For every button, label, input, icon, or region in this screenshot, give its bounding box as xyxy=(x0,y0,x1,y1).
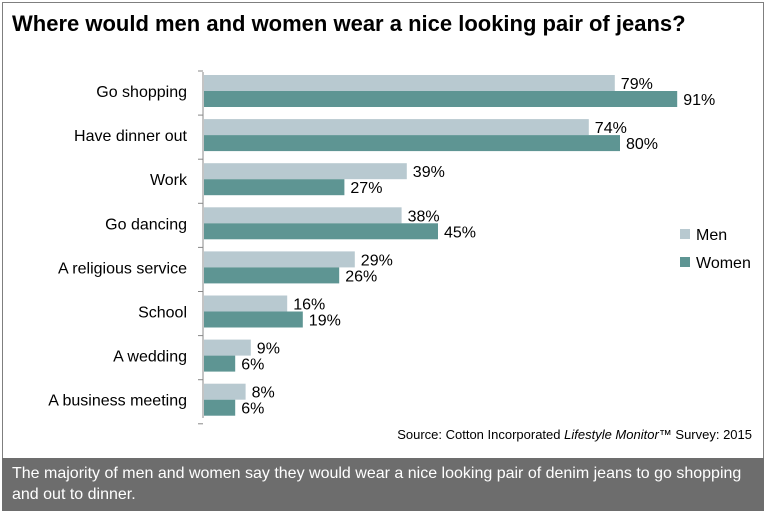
category-label: A wedding xyxy=(113,349,187,366)
bar-men xyxy=(204,119,589,136)
bar-women xyxy=(204,91,678,107)
data-label: 29% xyxy=(361,252,393,269)
bar-chart: Go shopping Have dinner out Work Go dancing… xyxy=(48,70,751,425)
chart-title: Where would men and women wear a nice lo… xyxy=(12,11,686,36)
source-note: Source: Cotton Incorporated Lifestyle Mo… xyxy=(397,427,752,442)
category-label: A business meeting xyxy=(48,393,187,410)
data-label: 8% xyxy=(252,385,275,402)
data-label: 27% xyxy=(350,180,382,197)
bar-women xyxy=(204,223,438,240)
data-label: 74% xyxy=(595,120,627,137)
bar-men xyxy=(204,295,288,312)
bar-men xyxy=(204,251,355,268)
bar-men xyxy=(204,383,246,400)
legend-swatch-men xyxy=(680,229,690,239)
category-label: A religious service xyxy=(58,260,187,277)
bar-men xyxy=(204,207,402,224)
data-label: 91% xyxy=(683,92,715,109)
legend: Men Women xyxy=(680,227,751,272)
data-label: 38% xyxy=(408,208,440,225)
bar-women xyxy=(204,267,340,284)
bar-men xyxy=(204,163,407,180)
data-label: 79% xyxy=(621,76,653,93)
data-label: 39% xyxy=(413,164,445,181)
data-label: 45% xyxy=(444,224,476,241)
category-label: Work xyxy=(150,172,188,189)
bar-women xyxy=(204,135,620,152)
category-label: Have dinner out xyxy=(74,128,188,145)
category-label: Go shopping xyxy=(96,84,187,101)
legend-label-men: Men xyxy=(696,227,727,244)
bar-women xyxy=(204,179,345,196)
bar-women xyxy=(204,399,236,416)
category-label: School xyxy=(138,305,187,322)
data-label: 26% xyxy=(345,268,377,285)
legend-swatch-women xyxy=(680,257,690,267)
data-label: 9% xyxy=(257,341,280,358)
data-label: 80% xyxy=(626,136,658,153)
legend-label-women: Women xyxy=(696,255,751,272)
data-label: 6% xyxy=(241,357,264,374)
bar-men xyxy=(204,75,615,91)
footer-caption: The majority of men and women say they w… xyxy=(2,458,764,511)
bar-women xyxy=(204,355,236,372)
bar-men xyxy=(204,339,251,356)
category-label: Go dancing xyxy=(105,216,187,233)
data-label: 16% xyxy=(293,297,325,314)
data-label: 6% xyxy=(241,401,264,418)
data-label: 19% xyxy=(309,313,341,330)
bar-women xyxy=(204,311,303,328)
